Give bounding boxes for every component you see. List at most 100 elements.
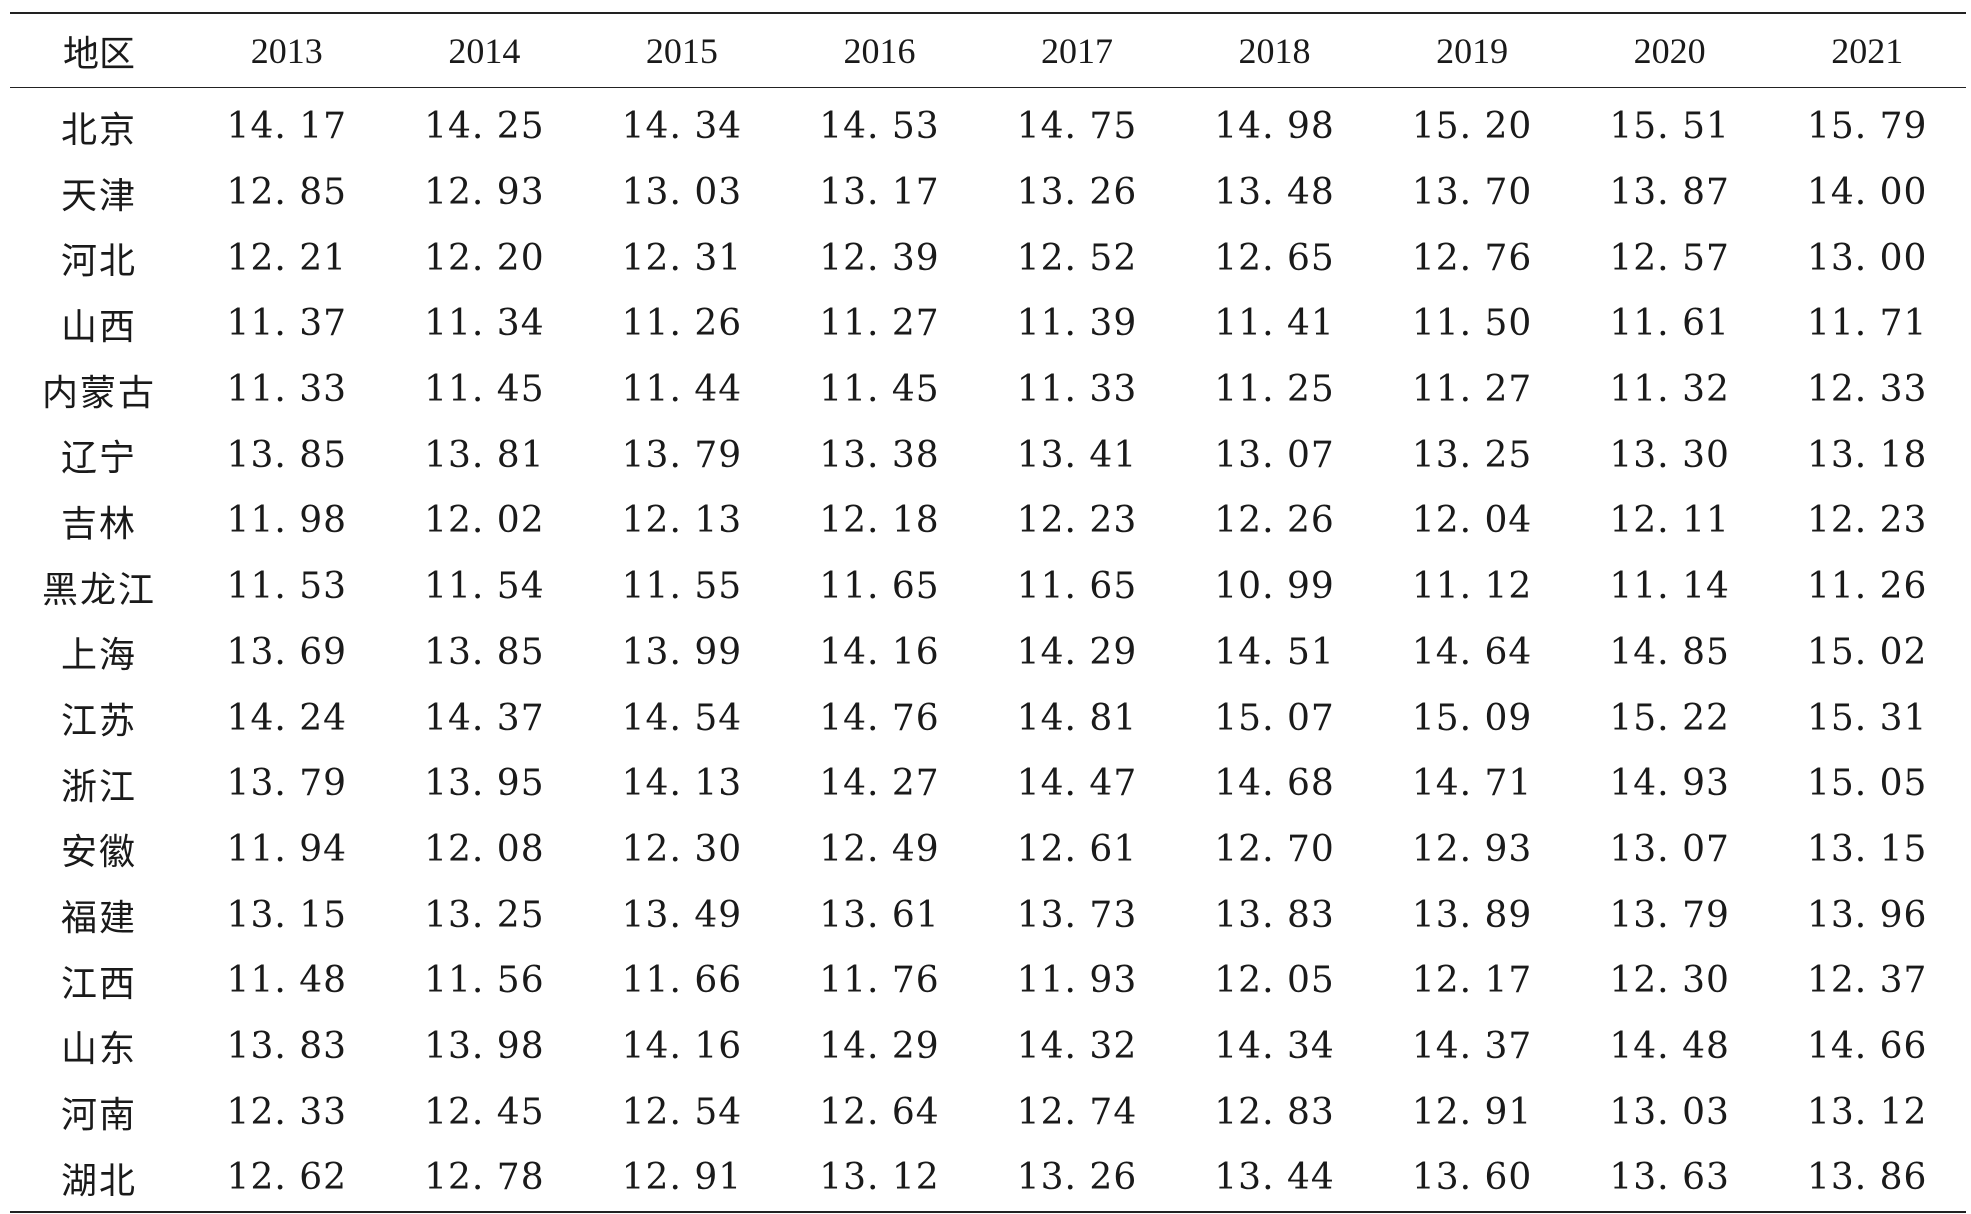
data-table: 地区 2013 2014 2015 2016 2017 2018 2019 20… xyxy=(10,12,1966,1213)
value-cell: 11. 27 xyxy=(819,303,940,345)
value-cell: 12. 62 xyxy=(226,1157,348,1199)
value-cell: 12. 02 xyxy=(424,500,545,542)
value-cell: 12. 31 xyxy=(621,237,743,279)
value-cell: 12. 45 xyxy=(424,1091,545,1133)
value-cell: 11. 39 xyxy=(1016,303,1138,345)
value-cell: 14. 29 xyxy=(1016,631,1138,673)
value-cell: 11. 65 xyxy=(819,566,940,608)
region-cell: 山西 xyxy=(61,306,138,348)
value-cell: 13. 26 xyxy=(1016,1157,1138,1199)
value-cell: 12. 54 xyxy=(621,1091,743,1133)
value-cell: 14. 48 xyxy=(1609,1025,1730,1067)
value-cell: 11. 98 xyxy=(226,500,348,542)
value-cell: 11. 12 xyxy=(1411,566,1533,608)
region-cell: 天津 xyxy=(61,175,138,217)
value-cell: 13. 48 xyxy=(1214,172,1335,214)
table-row: 黑龙江 11. 53 11. 54 11. 55 11. 65 11. 65 10. 99 1… xyxy=(10,554,1966,620)
value-cell: 11. 41 xyxy=(1214,303,1335,345)
value-cell: 13. 69 xyxy=(226,631,348,673)
region-cell: 北京 xyxy=(61,109,138,151)
value-cell: 14. 00 xyxy=(1806,172,1928,214)
value-cell: 13. 25 xyxy=(1411,434,1533,476)
value-cell: 12. 83 xyxy=(1214,1091,1335,1133)
table-row: 北京 14. 17 14. 25 14. 34 14. 53 14. 75 14. 98 15… xyxy=(10,88,1966,160)
value-cell: 10. 99 xyxy=(1214,566,1335,608)
header-year: 2014 xyxy=(448,30,521,71)
value-cell: 13. 26 xyxy=(1016,172,1138,214)
region-cell: 吉林 xyxy=(61,503,138,545)
value-cell: 11. 33 xyxy=(1016,369,1138,411)
value-cell: 13. 89 xyxy=(1411,894,1533,936)
region-cell: 河南 xyxy=(61,1095,138,1137)
value-cell: 13. 15 xyxy=(226,894,348,936)
value-cell: 11. 61 xyxy=(1609,303,1730,345)
value-cell: 13. 99 xyxy=(621,631,743,673)
value-cell: 13. 86 xyxy=(1806,1157,1928,1199)
value-cell: 12. 26 xyxy=(1214,500,1335,542)
value-cell: 13. 15 xyxy=(1806,828,1928,870)
header-year: 2016 xyxy=(843,30,916,71)
value-cell: 13. 83 xyxy=(1214,894,1335,936)
value-cell: 13. 49 xyxy=(621,894,743,936)
value-cell: 14. 54 xyxy=(621,697,743,739)
value-cell: 15. 20 xyxy=(1411,106,1533,148)
value-cell: 13. 18 xyxy=(1806,434,1928,476)
value-cell: 14. 17 xyxy=(226,106,348,148)
value-cell: 12. 39 xyxy=(819,237,940,279)
value-cell: 12. 21 xyxy=(226,237,348,279)
value-cell: 14. 85 xyxy=(1609,631,1730,673)
value-cell: 12. 70 xyxy=(1214,828,1335,870)
region-cell: 安徽 xyxy=(61,832,138,874)
value-cell: 12. 04 xyxy=(1411,500,1533,542)
value-cell: 12. 91 xyxy=(1411,1091,1533,1133)
value-cell: 14. 71 xyxy=(1411,763,1533,805)
table-row: 浙江 13. 79 13. 95 14. 13 14. 27 14. 47 14. 68 14… xyxy=(10,751,1966,817)
value-cell: 13. 87 xyxy=(1609,172,1730,214)
value-cell: 11. 25 xyxy=(1214,369,1335,411)
table-row: 上海 13. 69 13. 85 13. 99 14. 16 14. 29 14. 51 14… xyxy=(10,620,1966,686)
value-cell: 11. 37 xyxy=(226,303,348,345)
value-cell: 12. 30 xyxy=(621,828,743,870)
value-cell: 13. 44 xyxy=(1214,1157,1335,1199)
value-cell: 12. 33 xyxy=(1806,369,1928,411)
value-cell: 12. 33 xyxy=(226,1091,348,1133)
value-cell: 13. 03 xyxy=(1609,1091,1730,1133)
region-cell: 辽宁 xyxy=(61,438,138,480)
value-cell: 13. 83 xyxy=(226,1025,348,1067)
value-cell: 11. 65 xyxy=(1016,566,1138,608)
header-year: 2013 xyxy=(250,30,323,71)
value-cell: 13. 63 xyxy=(1609,1157,1730,1199)
value-cell: 14. 29 xyxy=(819,1025,940,1067)
value-cell: 13. 12 xyxy=(819,1157,940,1199)
value-cell: 13. 03 xyxy=(621,172,743,214)
value-cell: 12. 23 xyxy=(1806,500,1928,542)
value-cell: 13. 60 xyxy=(1411,1157,1533,1199)
value-cell: 12. 78 xyxy=(424,1157,545,1199)
value-cell: 12. 91 xyxy=(621,1157,743,1199)
table-row: 吉林 11. 98 12. 02 12. 13 12. 18 12. 23 12. 26 12… xyxy=(10,488,1966,554)
data-table-container: 地区 2013 2014 2015 2016 2017 2018 2019 20… xyxy=(10,12,1966,1213)
value-cell: 12. 74 xyxy=(1016,1091,1138,1133)
value-cell: 11. 45 xyxy=(819,369,940,411)
value-cell: 12. 08 xyxy=(424,828,545,870)
value-cell: 12. 11 xyxy=(1609,500,1730,542)
value-cell: 11. 53 xyxy=(226,566,348,608)
value-cell: 13. 98 xyxy=(424,1025,545,1067)
value-cell: 12. 30 xyxy=(1609,960,1730,1002)
value-cell: 14. 53 xyxy=(819,106,940,148)
table-row: 内蒙古 11. 33 11. 45 11. 44 11. 45 11. 33 11. 25 1… xyxy=(10,357,1966,423)
region-cell: 湖北 xyxy=(61,1160,138,1202)
table-row: 安徽 11. 94 12. 08 12. 30 12. 49 12. 61 12. 70 12… xyxy=(10,817,1966,883)
value-cell: 11. 27 xyxy=(1411,369,1533,411)
value-cell: 14. 81 xyxy=(1016,697,1138,739)
value-cell: 11. 76 xyxy=(819,960,940,1002)
value-cell: 15. 07 xyxy=(1214,697,1335,739)
value-cell: 12. 05 xyxy=(1214,960,1335,1002)
value-cell: 11. 56 xyxy=(424,960,545,1002)
value-cell: 14. 16 xyxy=(819,631,940,673)
value-cell: 12. 61 xyxy=(1016,828,1138,870)
header-year: 2015 xyxy=(645,30,718,71)
value-cell: 11. 48 xyxy=(226,960,348,1002)
value-cell: 15. 05 xyxy=(1806,763,1928,805)
header-year: 2020 xyxy=(1633,30,1706,71)
